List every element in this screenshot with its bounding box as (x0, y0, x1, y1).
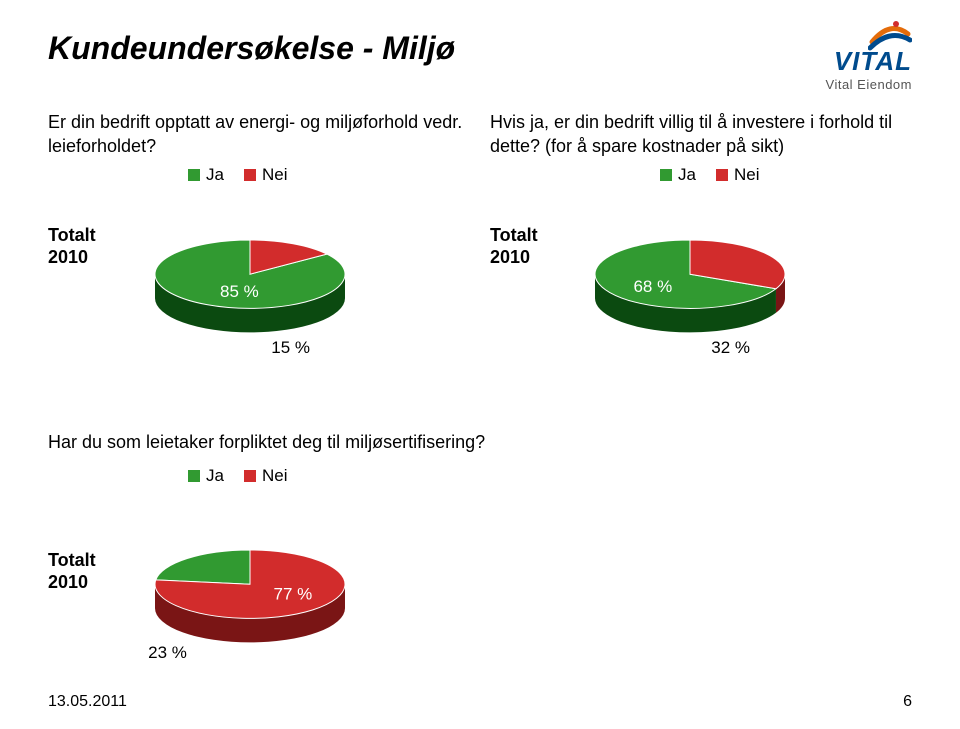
legend-nei-label: Nei (734, 165, 760, 185)
footer: 13.05.2011 6 (48, 693, 912, 711)
logo-swoosh-icon (868, 18, 912, 52)
legend-ja-swatch (660, 169, 672, 181)
q3-pie: 77 % 23 % (140, 510, 400, 705)
logo: VITAL Vital Eiendom (826, 18, 912, 92)
q2-legend: Ja Nei (660, 165, 930, 185)
q3-legend: Ja Nei (188, 466, 485, 486)
legend-ja-swatch (188, 470, 200, 482)
legend-nei-swatch (716, 169, 728, 181)
footer-date: 13.05.2011 (48, 693, 127, 711)
q3-total-label: Totalt 2010 (48, 550, 96, 593)
legend-nei-swatch (244, 470, 256, 482)
svg-text:23 %: 23 % (148, 643, 187, 662)
q2-text: Hvis ja, er din bedrift villig til å inv… (490, 110, 930, 159)
legend-ja-label: Ja (206, 165, 224, 185)
legend-nei-swatch (244, 169, 256, 181)
legend-ja-label: Ja (678, 165, 696, 185)
footer-page: 6 (903, 693, 912, 711)
legend-ja-label: Ja (206, 466, 224, 486)
svg-text:15 %: 15 % (271, 338, 310, 357)
q2-total-label: Totalt 2010 (490, 225, 538, 268)
page-title: Kundeundersøkelse - Miljø (48, 30, 912, 67)
legend-nei-label: Nei (262, 466, 288, 486)
q1-text: Er din bedrift opptatt av energi- og mil… (48, 110, 468, 159)
legend-ja-swatch (188, 169, 200, 181)
q1-total-label: Totalt 2010 (48, 225, 96, 268)
logo-subtext: Vital Eiendom (826, 77, 912, 92)
q1-legend: Ja Nei (188, 165, 468, 185)
q3-text: Har du som leietaker forpliktet deg til … (48, 430, 485, 454)
svg-text:77 %: 77 % (274, 584, 313, 603)
svg-text:32 %: 32 % (711, 338, 750, 357)
legend-nei-label: Nei (262, 165, 288, 185)
q2-pie: 68 % 32 % (580, 200, 840, 375)
svg-text:68 %: 68 % (633, 277, 672, 296)
svg-text:85 %: 85 % (220, 282, 259, 301)
q1-pie: 85 % 15 % (140, 200, 360, 375)
